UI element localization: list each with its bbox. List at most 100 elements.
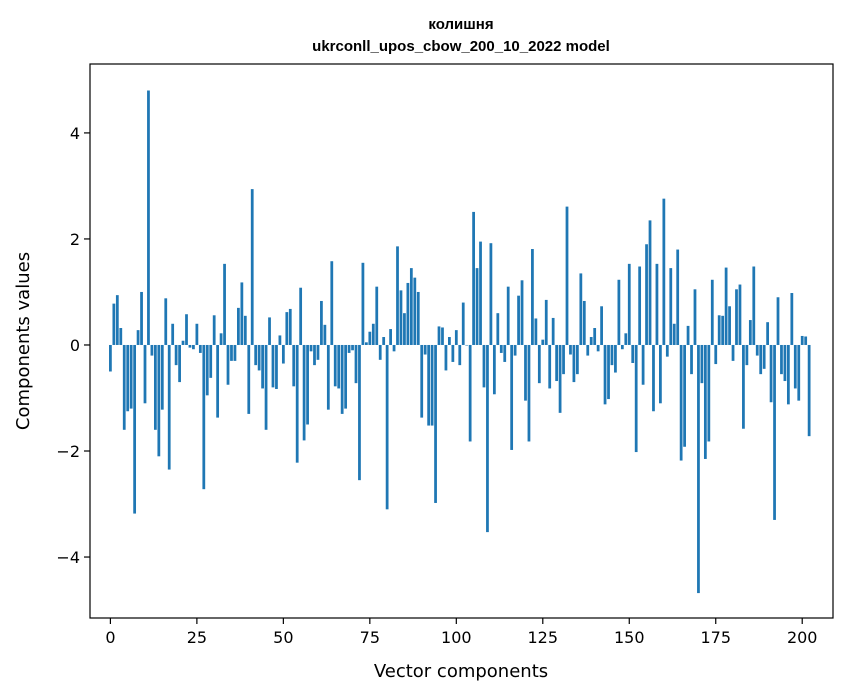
bar-107 <box>479 241 482 345</box>
bar-42 <box>254 344 258 366</box>
bar-88 <box>413 277 417 345</box>
bar-87 <box>409 268 413 345</box>
bar-6 <box>129 344 133 409</box>
bar-200 <box>800 335 804 345</box>
bar-186 <box>752 266 756 345</box>
bar-67 <box>340 344 344 414</box>
bar-74 <box>364 342 368 345</box>
x-axis-label: Vector components <box>374 661 548 682</box>
bar-169 <box>693 289 697 345</box>
bar-188 <box>759 344 763 375</box>
bar-89 <box>416 291 420 345</box>
y-axis: −4 −2 0 2 4 <box>56 124 90 567</box>
bar-23 <box>188 344 192 348</box>
bar-60 <box>316 344 320 360</box>
bar-189 <box>762 344 766 369</box>
bar-153 <box>638 266 642 345</box>
bar-190 <box>766 322 770 345</box>
bar-44 <box>261 344 264 389</box>
bar-140 <box>593 328 597 345</box>
bar-119 <box>520 280 524 345</box>
bar-20 <box>178 344 181 383</box>
bar-198 <box>793 344 797 389</box>
bar-131 <box>562 344 565 375</box>
bar-22 <box>185 314 188 345</box>
bar-65 <box>333 344 337 387</box>
bar-129 <box>555 344 559 382</box>
bar-106 <box>475 268 479 345</box>
bar-48 <box>275 344 278 389</box>
bar-147 <box>617 279 621 345</box>
bar-102 <box>461 302 465 345</box>
bar-180 <box>731 344 735 361</box>
bar-51 <box>285 312 289 345</box>
bar-77 <box>375 286 379 345</box>
x-tick-label-2: 50 <box>273 628 293 647</box>
bar-161 <box>665 344 669 357</box>
bar-7 <box>133 344 137 514</box>
bar-123 <box>534 318 538 345</box>
bar-133 <box>569 344 572 355</box>
bar-177 <box>721 315 725 345</box>
bar-165 <box>679 344 683 461</box>
bar-141 <box>596 344 600 352</box>
bar-47 <box>271 344 275 388</box>
bar-97 <box>444 344 448 371</box>
bar-199 <box>797 344 801 401</box>
bar-49 <box>278 335 282 345</box>
bar-175 <box>714 344 718 365</box>
bar-73 <box>361 262 365 345</box>
bar-52 <box>288 308 292 345</box>
bar-113 <box>499 344 503 353</box>
bar-72 <box>358 344 361 481</box>
bar-53 <box>292 344 296 387</box>
bar-115 <box>506 286 510 345</box>
bar-39 <box>243 315 247 345</box>
bar-12 <box>150 344 154 356</box>
bar-142 <box>600 306 603 345</box>
bar-11 <box>147 90 150 345</box>
bar-5 <box>126 344 130 412</box>
bar-173 <box>707 344 711 442</box>
bar-76 <box>371 323 375 345</box>
bar-195 <box>783 344 787 382</box>
bar-148 <box>620 344 624 350</box>
bar-145 <box>610 344 614 366</box>
y-axis-label: Components values <box>13 252 34 430</box>
bar-64 <box>330 261 334 345</box>
bar-158 <box>655 263 659 345</box>
bar-117 <box>513 344 517 356</box>
bar-32 <box>219 333 223 345</box>
bar-136 <box>579 273 583 345</box>
bar-15 <box>160 344 164 410</box>
bar-192 <box>773 344 776 520</box>
bar-110 <box>489 243 493 345</box>
bar-181 <box>735 289 738 345</box>
y-tick-label-0: −4 <box>56 548 80 567</box>
bar-104 <box>468 344 472 442</box>
bar-43 <box>257 344 261 371</box>
x-tick-label-8: 200 <box>787 628 818 647</box>
bar-13 <box>153 344 157 430</box>
bar-28 <box>205 344 209 396</box>
bar-29 <box>209 344 213 378</box>
bar-40 <box>247 344 251 414</box>
bar-71 <box>354 344 358 384</box>
bar-14 <box>157 344 161 457</box>
bar-4 <box>122 344 126 430</box>
y-tick-label-2: 0 <box>70 336 80 355</box>
bar-126 <box>544 299 548 345</box>
bar-96 <box>441 327 444 345</box>
bar-118 <box>517 295 520 345</box>
bar-125 <box>541 339 545 345</box>
bar-21 <box>181 340 185 345</box>
bar-50 <box>281 344 285 364</box>
bar-series <box>109 90 811 594</box>
bar-201 <box>804 336 808 345</box>
bar-31 <box>216 344 220 418</box>
x-tick-label-6: 150 <box>614 628 645 647</box>
bar-83 <box>396 246 399 345</box>
bar-57 <box>306 344 309 425</box>
bar-9 <box>140 291 143 345</box>
bar-93 <box>430 344 434 426</box>
